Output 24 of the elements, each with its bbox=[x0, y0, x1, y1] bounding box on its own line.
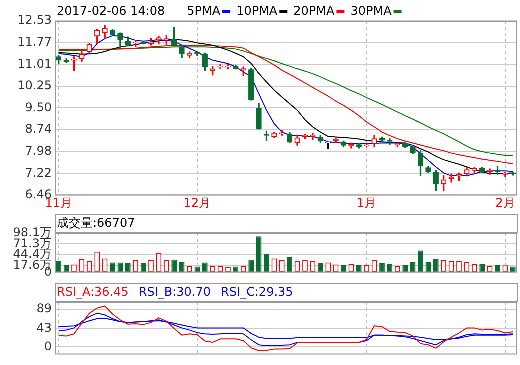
text: RSI_C:29.35 bbox=[221, 285, 294, 300]
x-tick-label: 2月 bbox=[496, 196, 516, 210]
chart-title: 2017-02-06 14:08 bbox=[57, 4, 166, 18]
y-tick-label: 8.74 bbox=[25, 122, 52, 136]
series-label: RSI_B:30.70 bbox=[138, 285, 212, 300]
y-tick-label: 0 bbox=[44, 339, 52, 354]
y-tick-label: 12.53 bbox=[18, 13, 52, 28]
chart-title: 成交量:66707 bbox=[57, 216, 136, 230]
y-tick-label: 10.25 bbox=[18, 78, 52, 93]
y-tick-label: 11.77 bbox=[18, 34, 52, 49]
y-tick-label: 7.22 bbox=[25, 166, 52, 180]
legend-label: 10PMA bbox=[236, 4, 278, 18]
series-label: RSI_A:36.45 bbox=[57, 285, 129, 300]
legend-label: 5PMA bbox=[187, 4, 222, 18]
x-tick-label: 1月 bbox=[357, 196, 377, 210]
y-tick-label: 89 bbox=[36, 302, 52, 316]
legend-label: 30PMA bbox=[350, 4, 393, 18]
legend-label: 20PMA bbox=[294, 4, 336, 18]
y-tick-label: 98.1万 bbox=[13, 225, 52, 240]
x-tick-label: 12月 bbox=[184, 196, 212, 210]
y-tick-label: 9.50 bbox=[25, 100, 52, 114]
y-tick-label: 43 bbox=[36, 321, 52, 336]
y-tick-label: 11.01 bbox=[18, 56, 52, 71]
y-tick-label: 7.98 bbox=[25, 144, 52, 158]
